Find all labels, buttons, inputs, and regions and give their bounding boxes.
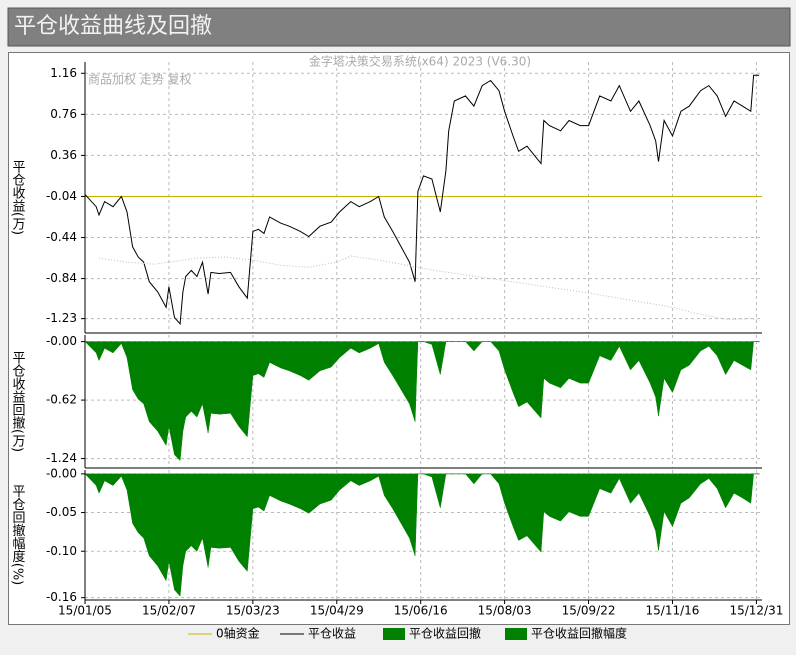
y-tick-label: -0.84	[46, 271, 77, 285]
legend-swatch	[505, 628, 527, 640]
page-title: 平仓收益曲线及回撤	[14, 14, 212, 39]
y-tick-label: -0.04	[46, 189, 77, 203]
legend-label: 0轴资金	[216, 626, 260, 641]
drawdown-area	[84, 340, 760, 462]
legend-label: 平仓收益回撤	[409, 626, 481, 641]
y-axis-label: 平仓收益回撤(万)	[10, 351, 26, 452]
watermark-sub: 商品加权 走势 复权	[88, 72, 192, 87]
y-tick-label: 1.16	[50, 66, 77, 80]
y-tick-label: -0.05	[46, 505, 77, 519]
legend-label: 平仓收益	[308, 627, 356, 641]
y-tick-label: 0.76	[50, 107, 77, 121]
x-tick-label: 15/11/16	[646, 604, 700, 618]
x-tick-label: 15/08/03	[478, 604, 532, 618]
y-tick-label: -1.24	[46, 451, 77, 465]
y-axis-label: 平仓收益(万)	[10, 160, 26, 235]
legend-label: 平仓收益回撤幅度	[531, 626, 627, 641]
y-tick-label: 0.36	[50, 148, 77, 162]
x-tick-label: 15/12/31	[729, 604, 783, 618]
x-tick-label: 15/01/05	[58, 604, 112, 618]
line-series	[98, 255, 760, 322]
y-tick-label: -0.00	[46, 466, 77, 480]
x-tick-label: 15/02/07	[142, 604, 196, 618]
y-tick-label: -0.16	[46, 590, 77, 604]
y-tick-label: -0.00	[46, 334, 77, 348]
y-tick-label: -0.44	[46, 230, 77, 244]
title-bar	[7, 7, 791, 47]
drawdown-area	[84, 473, 760, 597]
y-axis-label: 平仓回撤幅度(%)	[10, 485, 26, 586]
y-tick-label: -0.10	[46, 544, 77, 558]
watermark: 金字塔决策交易系统(x64) 2023 (V6.30)	[309, 54, 531, 69]
line-series	[84, 74, 760, 325]
y-tick-label: -1.23	[46, 311, 77, 325]
x-tick-label: 15/04/29	[310, 604, 364, 618]
x-tick-label: 15/09/22	[562, 604, 616, 618]
x-tick-label: 15/03/23	[226, 604, 280, 618]
x-tick-label: 15/06/16	[394, 604, 448, 618]
y-tick-label: -0.62	[46, 393, 77, 407]
legend-swatch	[383, 628, 405, 640]
